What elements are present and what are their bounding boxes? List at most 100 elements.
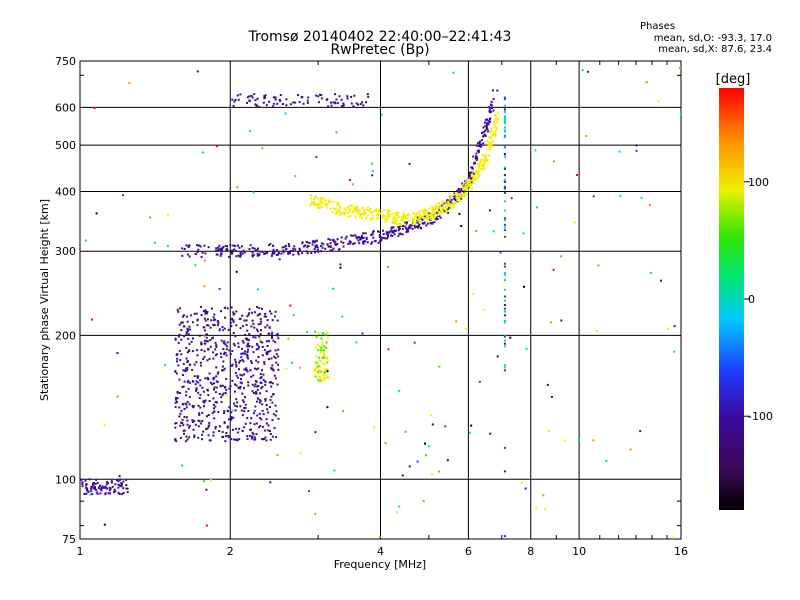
echo-point [439, 210, 442, 213]
echo-point [361, 101, 364, 104]
y-tick-label: 100 [55, 473, 76, 486]
echo-point [503, 295, 506, 298]
echo-point [461, 195, 464, 198]
echo-point [276, 102, 279, 105]
echo-point [181, 418, 184, 421]
echo-point [231, 98, 234, 101]
echo-point [277, 348, 280, 351]
echo-point [310, 203, 313, 205]
echo-point [267, 333, 270, 336]
echo-point [188, 349, 191, 352]
y-tick-label: 750 [55, 55, 76, 68]
echo-point [418, 225, 421, 228]
echo-point [481, 168, 484, 171]
echo-point [270, 254, 273, 257]
echo-point [314, 361, 316, 364]
echo-point [81, 485, 84, 488]
echo-point [324, 199, 327, 202]
echo-point [261, 250, 264, 253]
echo-point [363, 209, 366, 211]
echo-point [314, 512, 317, 515]
echo-point [231, 317, 234, 320]
echo-point [605, 460, 608, 462]
echo-point [244, 337, 247, 340]
echo-point [481, 154, 484, 156]
echo-point [274, 315, 276, 318]
echo-point [176, 391, 179, 394]
echo-point [219, 249, 222, 252]
echo-point [534, 149, 537, 152]
echo-point [347, 212, 349, 214]
echo-point [226, 307, 229, 310]
echo-point [251, 319, 254, 322]
echo-point [222, 392, 225, 395]
echo-point [361, 236, 364, 238]
echo-point [437, 214, 440, 217]
echo-point [315, 244, 318, 247]
echo-point [306, 246, 309, 249]
echo-point [341, 105, 344, 108]
echo-point [424, 442, 426, 445]
echo-point [480, 139, 483, 142]
echo-point [266, 251, 269, 253]
echo-point [392, 226, 395, 229]
echo-point [378, 231, 381, 233]
echo-point [288, 245, 291, 247]
echo-point [359, 213, 362, 216]
echo-point [299, 366, 302, 369]
echo-point [404, 430, 407, 433]
echo-point [205, 488, 208, 491]
echo-point [176, 400, 178, 403]
echo-point [174, 396, 177, 399]
echo-point [425, 215, 428, 218]
echo-point [203, 401, 206, 404]
echo-point [301, 252, 304, 255]
echo-point [265, 418, 268, 421]
echo-point [264, 96, 267, 99]
echo-point [126, 491, 129, 493]
echo-point [503, 345, 506, 348]
echo-point [367, 95, 370, 98]
echo-point [272, 96, 275, 99]
echo-point [323, 351, 326, 354]
echo-point [324, 363, 327, 366]
echo-point [118, 478, 121, 481]
echo-point [248, 345, 251, 347]
echo-point [497, 117, 500, 120]
echo-point [109, 492, 111, 495]
echo-point [342, 104, 345, 107]
echo-point [359, 238, 362, 241]
echo-point [208, 439, 211, 442]
echo-point [114, 490, 117, 493]
echo-point [254, 336, 257, 339]
echo-point [86, 487, 89, 490]
echo-point [307, 244, 310, 247]
echo-point [87, 490, 90, 493]
echo-point [503, 119, 506, 121]
echo-point [227, 328, 230, 331]
echo-point [201, 151, 204, 154]
echo-point [399, 233, 402, 236]
echo-point [339, 263, 342, 266]
echo-point [91, 318, 94, 321]
echo-point [294, 101, 297, 104]
echo-point [285, 104, 288, 107]
echo-point [357, 103, 359, 106]
echo-point [269, 430, 271, 433]
echo-point [262, 373, 265, 376]
echo-point [489, 131, 492, 134]
echo-point [496, 118, 499, 121]
echo-point [418, 212, 421, 215]
echo-point [213, 417, 216, 420]
echo-point [254, 405, 257, 408]
echo-point [174, 422, 177, 425]
echo-point [474, 171, 477, 174]
echo-point [503, 304, 506, 306]
echo-point [265, 315, 268, 318]
echo-point [110, 481, 113, 484]
echo-point [210, 319, 213, 322]
echo-point [480, 161, 483, 164]
echo-point [238, 427, 241, 430]
echo-point [503, 144, 506, 147]
echo-point [178, 392, 181, 394]
